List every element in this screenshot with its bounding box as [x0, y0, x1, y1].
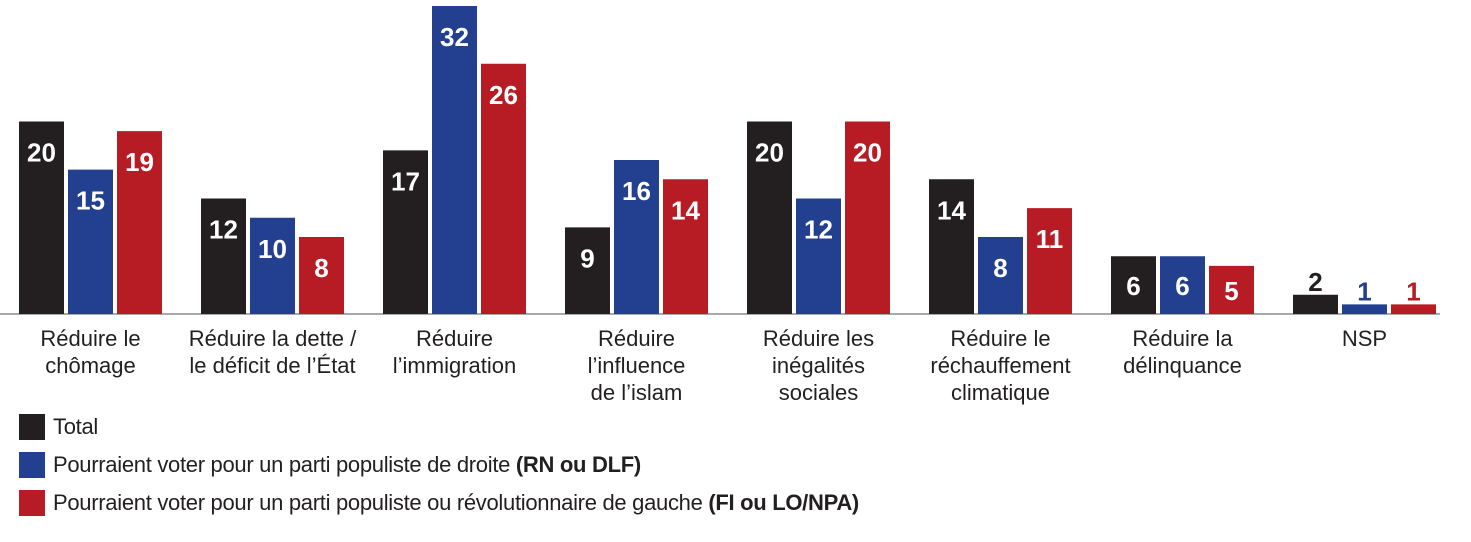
- bar-value-label: 6: [1175, 271, 1189, 301]
- category-label: Réduire le réchauffement climatique: [930, 326, 1070, 405]
- legend: Total Pourraient voter pour un parti pop…: [19, 414, 859, 528]
- bar: [663, 179, 708, 314]
- bar-value-label: 12: [209, 215, 238, 245]
- legend-swatch-right-populist: [19, 452, 45, 478]
- legend-swatch-total: [19, 414, 45, 440]
- bar-value-label: 20: [27, 138, 56, 168]
- category-label: Réduire la dette / le déficit de l’État: [189, 326, 357, 378]
- legend-swatch-left-populist: [19, 490, 45, 516]
- bar-value-label: 14: [671, 195, 700, 225]
- legend-item-right-populist: Pourraient voter pour un parti populiste…: [19, 452, 859, 478]
- bar: [201, 198, 246, 314]
- category-label: Réduire l’influence de l’islam: [588, 326, 686, 405]
- legend-label-text: Total: [53, 414, 98, 439]
- legend-label-text: Pourraient voter pour un parti populiste…: [53, 452, 516, 477]
- bar-value-label: 32: [440, 22, 469, 52]
- bar-value-label: 20: [853, 138, 882, 168]
- bar-value-label: 15: [76, 186, 105, 216]
- bar-value-label: 1: [1357, 276, 1371, 306]
- bar: [1391, 304, 1436, 314]
- category-label: NSP: [1342, 326, 1387, 351]
- bar-value-label: 5: [1224, 276, 1238, 306]
- bar: [845, 121, 890, 314]
- bar-value-label: 10: [258, 234, 287, 264]
- bar: [1160, 256, 1205, 314]
- bar: [68, 169, 113, 314]
- legend-label: Total: [53, 414, 98, 440]
- bar-value-label: 19: [125, 147, 154, 177]
- bar: [1111, 256, 1156, 314]
- bar-value-label: 11: [1036, 224, 1064, 254]
- bar: [432, 6, 477, 314]
- bar: [929, 179, 974, 314]
- bar: [117, 131, 162, 314]
- bar-value-label: 1: [1406, 276, 1420, 306]
- bar-value-label: 17: [391, 166, 420, 196]
- bar: [383, 150, 428, 314]
- bar: [565, 227, 610, 314]
- bar: [19, 121, 64, 314]
- bar-value-label: 9: [580, 243, 594, 273]
- bar: [481, 63, 526, 314]
- bar: [1027, 208, 1072, 314]
- bar: [250, 217, 295, 314]
- bar: [796, 198, 841, 314]
- bar-value-label: 12: [804, 215, 833, 245]
- legend-label-text: Pourraient voter pour un parti populiste…: [53, 490, 709, 515]
- bar-value-label: 26: [489, 80, 518, 110]
- bar-value-label: 16: [622, 176, 651, 206]
- category-label: Réduire le chômage: [40, 326, 140, 378]
- category-label: Réduire la délinquance: [1123, 326, 1242, 378]
- legend-label: Pourraient voter pour un parti populiste…: [53, 490, 859, 516]
- bar: [747, 121, 792, 314]
- bar: [978, 237, 1023, 314]
- legend-label: Pourraient voter pour un parti populiste…: [53, 452, 641, 478]
- category-label: Réduire l’immigration: [393, 326, 516, 378]
- bar: [1293, 294, 1338, 314]
- bar: [614, 160, 659, 314]
- bar: [1342, 304, 1387, 314]
- bar-value-label: 8: [993, 253, 1007, 283]
- bar-value-label: 14: [937, 195, 966, 225]
- legend-item-left-populist: Pourraient voter pour un parti populiste…: [19, 490, 859, 516]
- bar-value-label: 2: [1308, 267, 1322, 297]
- legend-label-bold: (RN ou DLF): [515, 452, 641, 477]
- bar-value-label: 20: [755, 138, 784, 168]
- bar: [1209, 265, 1254, 314]
- bar-value-label: 8: [314, 253, 328, 283]
- category-label: Réduire les inégalités sociales: [763, 326, 874, 405]
- bar-value-label: 6: [1126, 271, 1140, 301]
- bar: [299, 237, 344, 314]
- legend-item-total: Total: [19, 414, 859, 440]
- legend-label-bold: (FI ou LO/NPA): [708, 490, 859, 515]
